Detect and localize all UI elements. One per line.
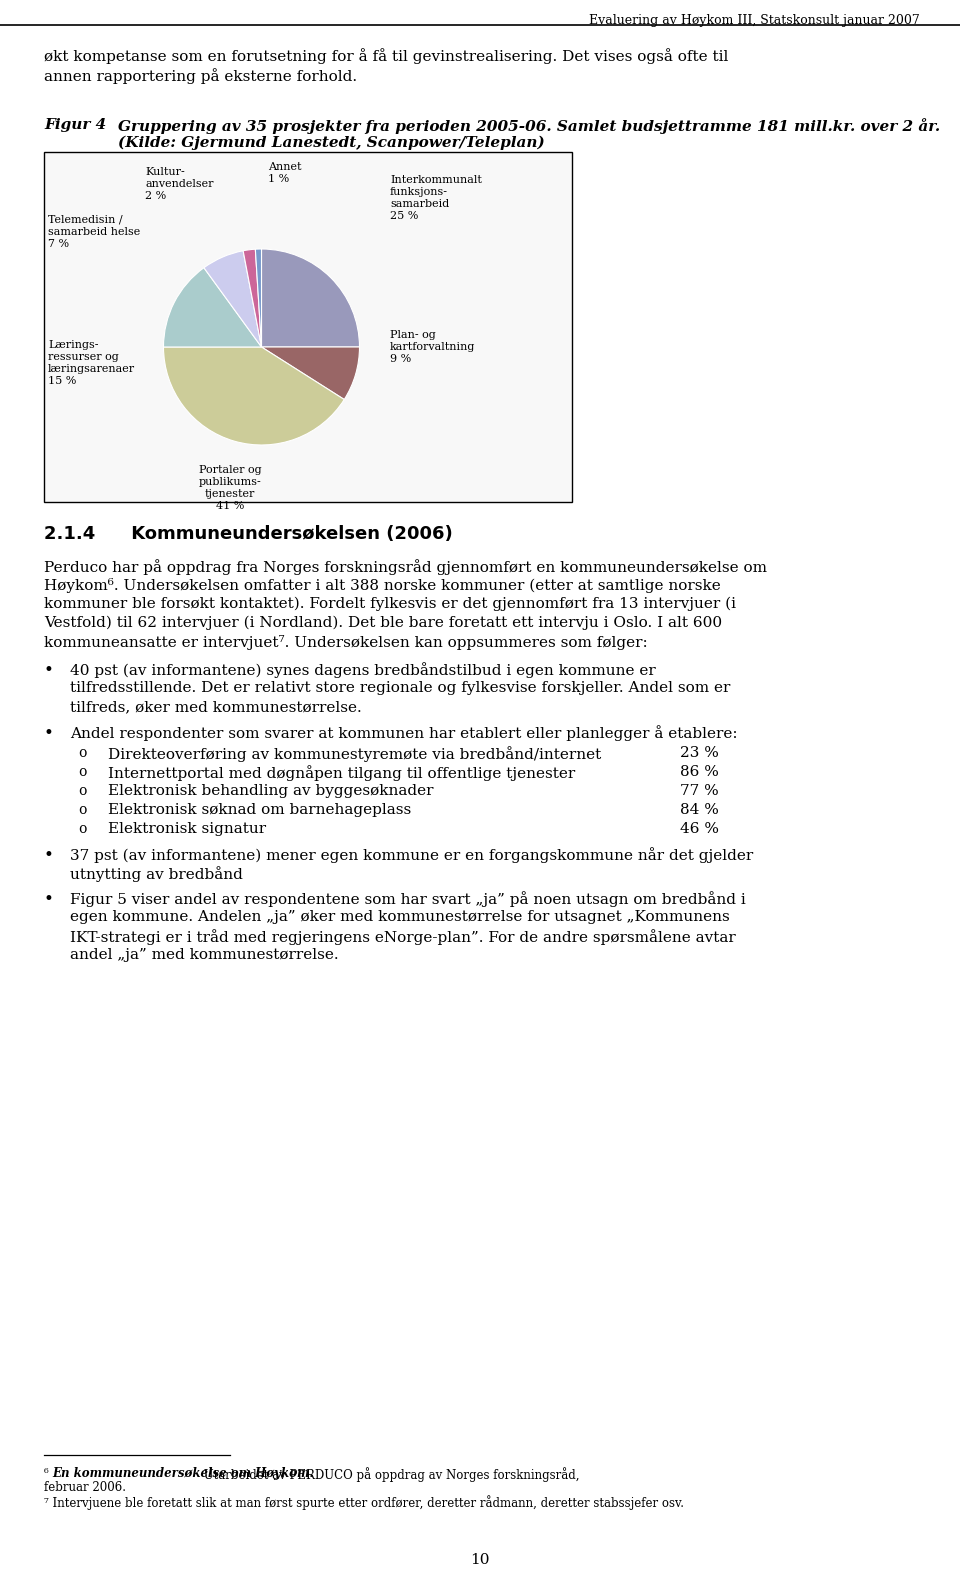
- Text: o: o: [78, 746, 86, 760]
- Wedge shape: [163, 268, 261, 347]
- Text: Telemedisin /
samarbeid helse
7 %: Telemedisin / samarbeid helse 7 %: [48, 215, 140, 250]
- Text: •: •: [44, 892, 54, 907]
- Text: andel „ja” med kommunestørrelse.: andel „ja” med kommunestørrelse.: [70, 948, 339, 962]
- Text: o: o: [78, 783, 86, 798]
- Text: økt kompetanse som en forutsetning for å få til gevinstrealisering. Det vises og: økt kompetanse som en forutsetning for å…: [44, 49, 729, 64]
- Text: egen kommune. Andelen „ja” øker med kommunestørrelse for utsagnet „Kommunens: egen kommune. Andelen „ja” øker med komm…: [70, 911, 730, 925]
- Text: 40 pst (av informantene) synes dagens bredbåndstilbud i egen kommune er: 40 pst (av informantene) synes dagens br…: [70, 663, 656, 678]
- Text: 46 %: 46 %: [680, 823, 719, 835]
- Text: Andel respondenter som svarer at kommunen har etablert eller planlegger å etable: Andel respondenter som svarer at kommune…: [70, 725, 737, 741]
- Text: 77 %: 77 %: [680, 783, 719, 798]
- Text: o: o: [78, 802, 86, 816]
- Wedge shape: [261, 347, 359, 399]
- Text: o: o: [78, 765, 86, 779]
- Text: Direkteoverføring av kommunestyremøte via bredbånd/internet: Direkteoverføring av kommunestyremøte vi…: [108, 746, 601, 761]
- Text: tilfreds, øker med kommunestørrelse.: tilfreds, øker med kommunestørrelse.: [70, 700, 362, 714]
- Text: En kommuneundersøkelse om Høykom.: En kommuneundersøkelse om Høykom.: [52, 1466, 314, 1481]
- Text: kommuneansatte er intervjuet⁷. Undersøkelsen kan oppsummeres som følger:: kommuneansatte er intervjuet⁷. Undersøke…: [44, 634, 648, 650]
- Text: Elektronisk søknad om barnehageplass: Elektronisk søknad om barnehageplass: [108, 802, 411, 816]
- Text: ⁶: ⁶: [44, 1466, 51, 1481]
- Wedge shape: [243, 250, 261, 347]
- Text: IKT-strategi er i tråd med regjeringens eNorge-plan”. For de andre spørsmålene a: IKT-strategi er i tråd med regjeringens …: [70, 929, 735, 945]
- Wedge shape: [163, 347, 345, 444]
- Text: Plan- og
kartforvaltning
9 %: Plan- og kartforvaltning 9 %: [390, 330, 475, 364]
- Text: •: •: [44, 725, 54, 743]
- Text: Lærings-
ressurser og
læringsarenaer
15 %: Lærings- ressurser og læringsarenaer 15 …: [48, 341, 135, 386]
- Text: •: •: [44, 663, 54, 678]
- Text: 84 %: 84 %: [680, 802, 719, 816]
- Text: 37 pst (av informantene) mener egen kommune er en forgangskommune når det gjelde: 37 pst (av informantene) mener egen komm…: [70, 846, 754, 864]
- Text: Kultur-
anvendelser
2 %: Kultur- anvendelser 2 %: [145, 166, 213, 201]
- Text: 86 %: 86 %: [680, 765, 719, 779]
- Text: Perduco har på oppdrag fra Norges forskningsråd gjennomført en kommuneundersøkel: Perduco har på oppdrag fra Norges forskn…: [44, 559, 767, 575]
- Text: Gruppering av 35 prosjekter fra perioden 2005-06. Samlet budsjettramme 181 mill.: Gruppering av 35 prosjekter fra perioden…: [118, 118, 940, 133]
- Text: utnytting av bredbånd: utnytting av bredbånd: [70, 867, 243, 882]
- Text: ⁷ Intervjuene ble foretatt slik at man først spurte etter ordfører, deretter råd: ⁷ Intervjuene ble foretatt slik at man f…: [44, 1495, 684, 1510]
- Text: Portaler og
publikums-
tjenester
41 %: Portaler og publikums- tjenester 41 %: [199, 465, 261, 510]
- Text: Internettportal med døgnåpen tilgang til offentlige tjenester: Internettportal med døgnåpen tilgang til…: [108, 765, 575, 780]
- Text: •: •: [44, 846, 54, 864]
- Text: o: o: [78, 823, 86, 835]
- Text: 2.1.4  Kommuneundersøkelsen (2006): 2.1.4 Kommuneundersøkelsen (2006): [44, 524, 453, 543]
- Text: Høykom⁶. Undersøkelsen omfatter i alt 388 norske kommuner (etter at samtlige nor: Høykom⁶. Undersøkelsen omfatter i alt 38…: [44, 578, 721, 593]
- Text: Figur 5 viser andel av respondentene som har svart „ja” på noen utsagn om bredbå: Figur 5 viser andel av respondentene som…: [70, 892, 746, 907]
- Text: Elektronisk behandling av byggesøknader: Elektronisk behandling av byggesøknader: [108, 783, 434, 798]
- Text: februar 2006.: februar 2006.: [44, 1481, 126, 1495]
- Wedge shape: [204, 251, 261, 347]
- Text: Figur 4: Figur 4: [44, 118, 107, 132]
- Text: kommuner ble forsøkt kontaktet). Fordelt fylkesvis er det gjennomført fra 13 int: kommuner ble forsøkt kontaktet). Fordelt…: [44, 597, 736, 611]
- Text: Evaluering av Høykom III, Statskonsult januar 2007: Evaluering av Høykom III, Statskonsult j…: [589, 14, 920, 27]
- Text: tilfredsstillende. Det er relativt store regionale og fylkesvise forskjeller. An: tilfredsstillende. Det er relativt store…: [70, 681, 731, 696]
- Wedge shape: [255, 250, 261, 347]
- Text: 10: 10: [470, 1553, 490, 1567]
- Text: Vestfold) til 62 intervjuer (i Nordland). Det ble bare foretatt ett intervju i O: Vestfold) til 62 intervjuer (i Nordland)…: [44, 615, 722, 631]
- Text: annen rapportering på eksterne forhold.: annen rapportering på eksterne forhold.: [44, 68, 357, 83]
- Text: Interkommunalt
funksjons-
samarbeid
25 %: Interkommunalt funksjons- samarbeid 25 %: [390, 174, 482, 221]
- Text: 23 %: 23 %: [680, 746, 719, 760]
- Wedge shape: [261, 250, 359, 347]
- Text: Elektronisk signatur: Elektronisk signatur: [108, 823, 266, 835]
- Text: Utarbeidet av PERDUCO på oppdrag av Norges forskningsråd,: Utarbeidet av PERDUCO på oppdrag av Norg…: [200, 1466, 580, 1482]
- Text: (Kilde: Gjermund Lanestedt, Scanpower/Teleplan): (Kilde: Gjermund Lanestedt, Scanpower/Te…: [118, 137, 544, 151]
- Bar: [44, 152, 572, 502]
- Text: Annet
1 %: Annet 1 %: [268, 162, 301, 184]
